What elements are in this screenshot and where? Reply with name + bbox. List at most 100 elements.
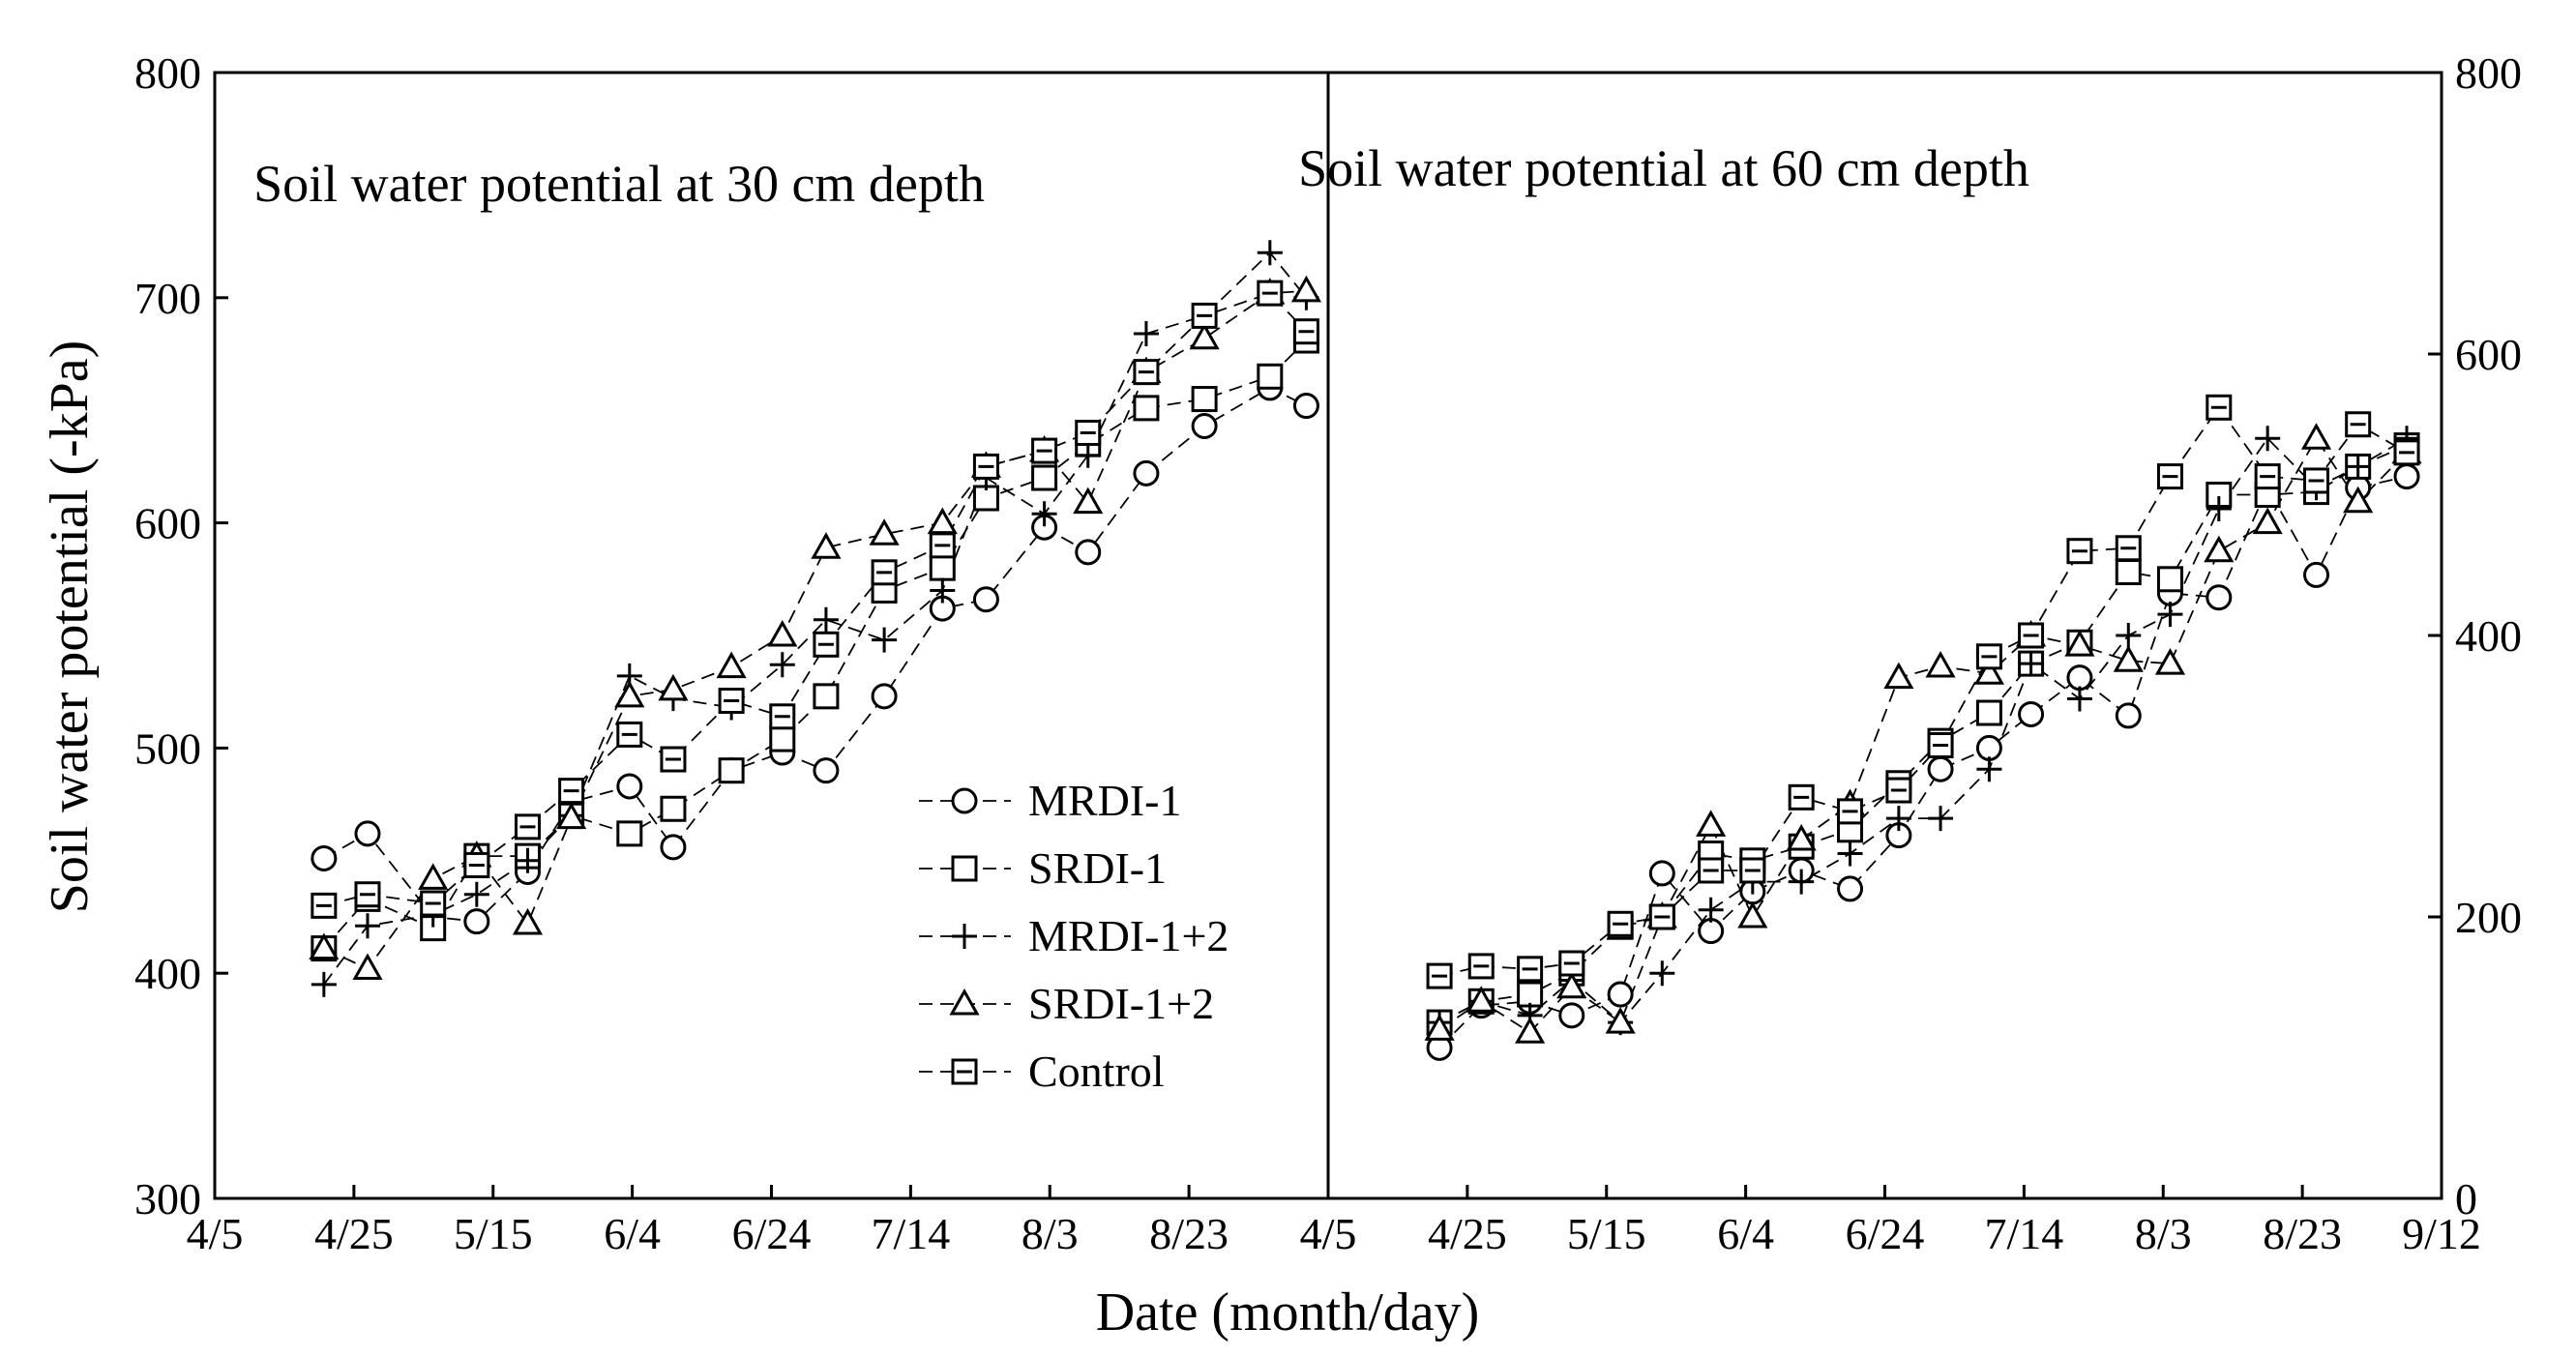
point-p0-srdi-1-2-15 xyxy=(1073,487,1104,515)
point-p0-mrdi-1-2-0 xyxy=(311,971,337,997)
x-tick-label-p1-5: 7/14 xyxy=(1984,1209,2063,1258)
axis-ticks: 4/5 4/25 5/15 6/4 6/24 7/14 8/3 8/23 4/530040050… xyxy=(134,48,2522,1258)
point-p1-srdi-1-2-20 xyxy=(2343,486,2374,514)
point-p1-control-2 xyxy=(1517,956,1544,983)
series-line-p1-mrdi-1-2 xyxy=(1438,436,2408,1024)
point-p1-srdi-1-2-15 xyxy=(2113,645,2144,672)
point-p0-srdi-1-2-2 xyxy=(418,863,449,890)
point-p1-control-13 xyxy=(2018,622,2045,649)
point-p0-mrdi-1-13 xyxy=(972,586,999,613)
point-p0-control-16 xyxy=(1133,359,1160,386)
legend-marker-srdi-1-2 xyxy=(949,988,980,1016)
point-p1-srdi-1-2-2 xyxy=(1515,1017,1546,1044)
point-p0-mrdi-1-2-16 xyxy=(1133,321,1159,347)
y-axis-title: Soil water potential (-kPa) xyxy=(40,340,100,914)
point-p0-mrdi-1-2-14 xyxy=(1031,501,1057,527)
point-p1-mrdi-1-21 xyxy=(2393,463,2420,490)
point-p1-mrdi-1-4 xyxy=(1607,981,1634,1008)
y-tick-label-right-4: 800 xyxy=(2455,48,2522,98)
x-tick-label-p1-6: 8/3 xyxy=(2135,1209,2192,1258)
point-p1-mrdi-1-19 xyxy=(2303,561,2330,588)
x-tick-label-p0-8: 4/5 xyxy=(1300,1209,1357,1258)
point-p1-srdi-1-2-1 xyxy=(1466,986,1496,1013)
point-p0-mrdi-1-6 xyxy=(616,773,643,800)
point-p0-control-14 xyxy=(1031,437,1058,464)
y-tick-label-left-0: 300 xyxy=(134,1174,201,1224)
point-p1-control-21 xyxy=(2393,439,2420,466)
point-p1-control-3 xyxy=(1558,950,1585,977)
point-p0-mrdi-1-2-1 xyxy=(354,913,380,939)
legend-marker-control xyxy=(951,1058,978,1085)
point-p1-srdi-1-2-17 xyxy=(2204,535,2235,563)
point-p0-srdi-1-2-11 xyxy=(869,518,900,546)
point-p1-srdi-1-2-12 xyxy=(1973,658,2004,685)
point-p0-srdi-1-10 xyxy=(813,683,840,710)
point-p1-mrdi-1-2-20 xyxy=(2345,454,2371,480)
point-p0-control-8 xyxy=(718,688,745,715)
point-p1-mrdi-1-2-6 xyxy=(1698,897,1724,923)
point-p1-control-4 xyxy=(1607,910,1634,937)
point-p1-srdi-1-2-7 xyxy=(1737,900,1768,929)
point-p1-mrdi-1-2-5 xyxy=(1649,960,1675,987)
point-p1-srdi-1-2-14 xyxy=(2064,630,2095,657)
point-p1-mrdi-1-3 xyxy=(1558,1002,1585,1029)
point-p0-srdi-1-8 xyxy=(718,757,745,784)
point-p1-control-1 xyxy=(1467,953,1495,980)
point-p1-srdi-1-2-6 xyxy=(1696,810,1727,837)
x-tick-label-p0-6: 8/3 xyxy=(1022,1209,1079,1258)
y-tick-label-left-2: 500 xyxy=(134,723,201,773)
point-p0-mrdi-1-2-15 xyxy=(1075,442,1101,468)
point-p0-srdi-1-2-8 xyxy=(716,651,747,679)
series-line-p0-mrdi-1-2 xyxy=(323,251,1308,986)
point-p1-control-10 xyxy=(1885,777,1912,804)
point-p0-control-15 xyxy=(1075,419,1102,446)
point-p1-srdi-1-2-0 xyxy=(1424,1014,1455,1041)
x-tick-label-p1-7: 8/23 xyxy=(2263,1209,2342,1258)
point-p0-srdi-1-2-19 xyxy=(1290,275,1322,303)
point-p0-mrdi-1-2-18 xyxy=(1257,240,1283,266)
point-p1-mrdi-1-2-11 xyxy=(1928,806,1954,832)
y-tick-label-left-1: 400 xyxy=(134,949,201,998)
x-tick-label-p0-4: 6/24 xyxy=(732,1209,812,1258)
point-p1-mrdi-1-2-18 xyxy=(2255,426,2281,452)
point-p0-control-3 xyxy=(463,851,490,878)
point-p1-mrdi-1-2-17 xyxy=(2206,496,2232,522)
point-p1-control-5 xyxy=(1648,903,1675,930)
point-p1-mrdi-1-2-10 xyxy=(1885,806,1911,832)
point-p1-srdi-1-2-18 xyxy=(2252,507,2283,535)
right-panel-title: Soil water potential at 60 cm depth xyxy=(1298,139,2029,197)
legend-marker-mrdi-1-2 xyxy=(952,924,977,949)
point-p1-control-18 xyxy=(2254,463,2281,490)
point-p1-control-0 xyxy=(1426,962,1453,989)
point-p1-srdi-1-2-3 xyxy=(1556,971,1587,999)
point-p1-srdi-1-2-16 xyxy=(2154,648,2186,675)
x-tick-label-p1-0: 4/5 xyxy=(1300,1209,1357,1258)
point-p0-srdi-1-18 xyxy=(1257,363,1284,390)
legend-label-srdi-1: SRDI-1 xyxy=(1028,843,1167,893)
x-tick-label-p1-3: 6/4 xyxy=(1717,1209,1774,1258)
point-p0-control-5 xyxy=(558,778,585,805)
point-p1-control-9 xyxy=(1837,798,1864,825)
point-p1-mrdi-1-15 xyxy=(2115,702,2142,729)
point-p1-srdi-1-15 xyxy=(2115,559,2142,586)
point-p0-srdi-1-2-6 xyxy=(614,680,645,708)
point-p0-mrdi-1-2-12 xyxy=(930,577,956,604)
point-p1-mrdi-1-2-8 xyxy=(1789,869,1815,895)
point-p1-srdi-1-12 xyxy=(1975,699,2002,726)
point-p0-srdi-1-12 xyxy=(929,554,956,581)
point-p0-srdi-1-17 xyxy=(1191,386,1218,413)
point-p0-srdi-1-2-4 xyxy=(512,907,544,935)
point-p0-control-2 xyxy=(420,890,447,917)
point-p0-mrdi-1-19 xyxy=(1292,393,1319,420)
point-p0-mrdi-1-2-3 xyxy=(463,881,489,907)
point-p1-mrdi-1-2-15 xyxy=(2116,623,2142,648)
point-p0-control-4 xyxy=(514,813,541,841)
point-p1-srdi-1-2 xyxy=(1517,981,1544,1008)
point-p1-mrdi-1-13 xyxy=(2018,700,2045,727)
point-p0-control-11 xyxy=(871,559,898,586)
series-line-p0-mrdi-1 xyxy=(323,386,1307,923)
y-tick-label-right-2: 400 xyxy=(2455,611,2522,661)
point-p0-srdi-1-2-1 xyxy=(352,953,383,981)
point-p0-srdi-1-2-5 xyxy=(556,802,587,830)
point-p0-mrdi-1-16 xyxy=(1133,459,1160,487)
